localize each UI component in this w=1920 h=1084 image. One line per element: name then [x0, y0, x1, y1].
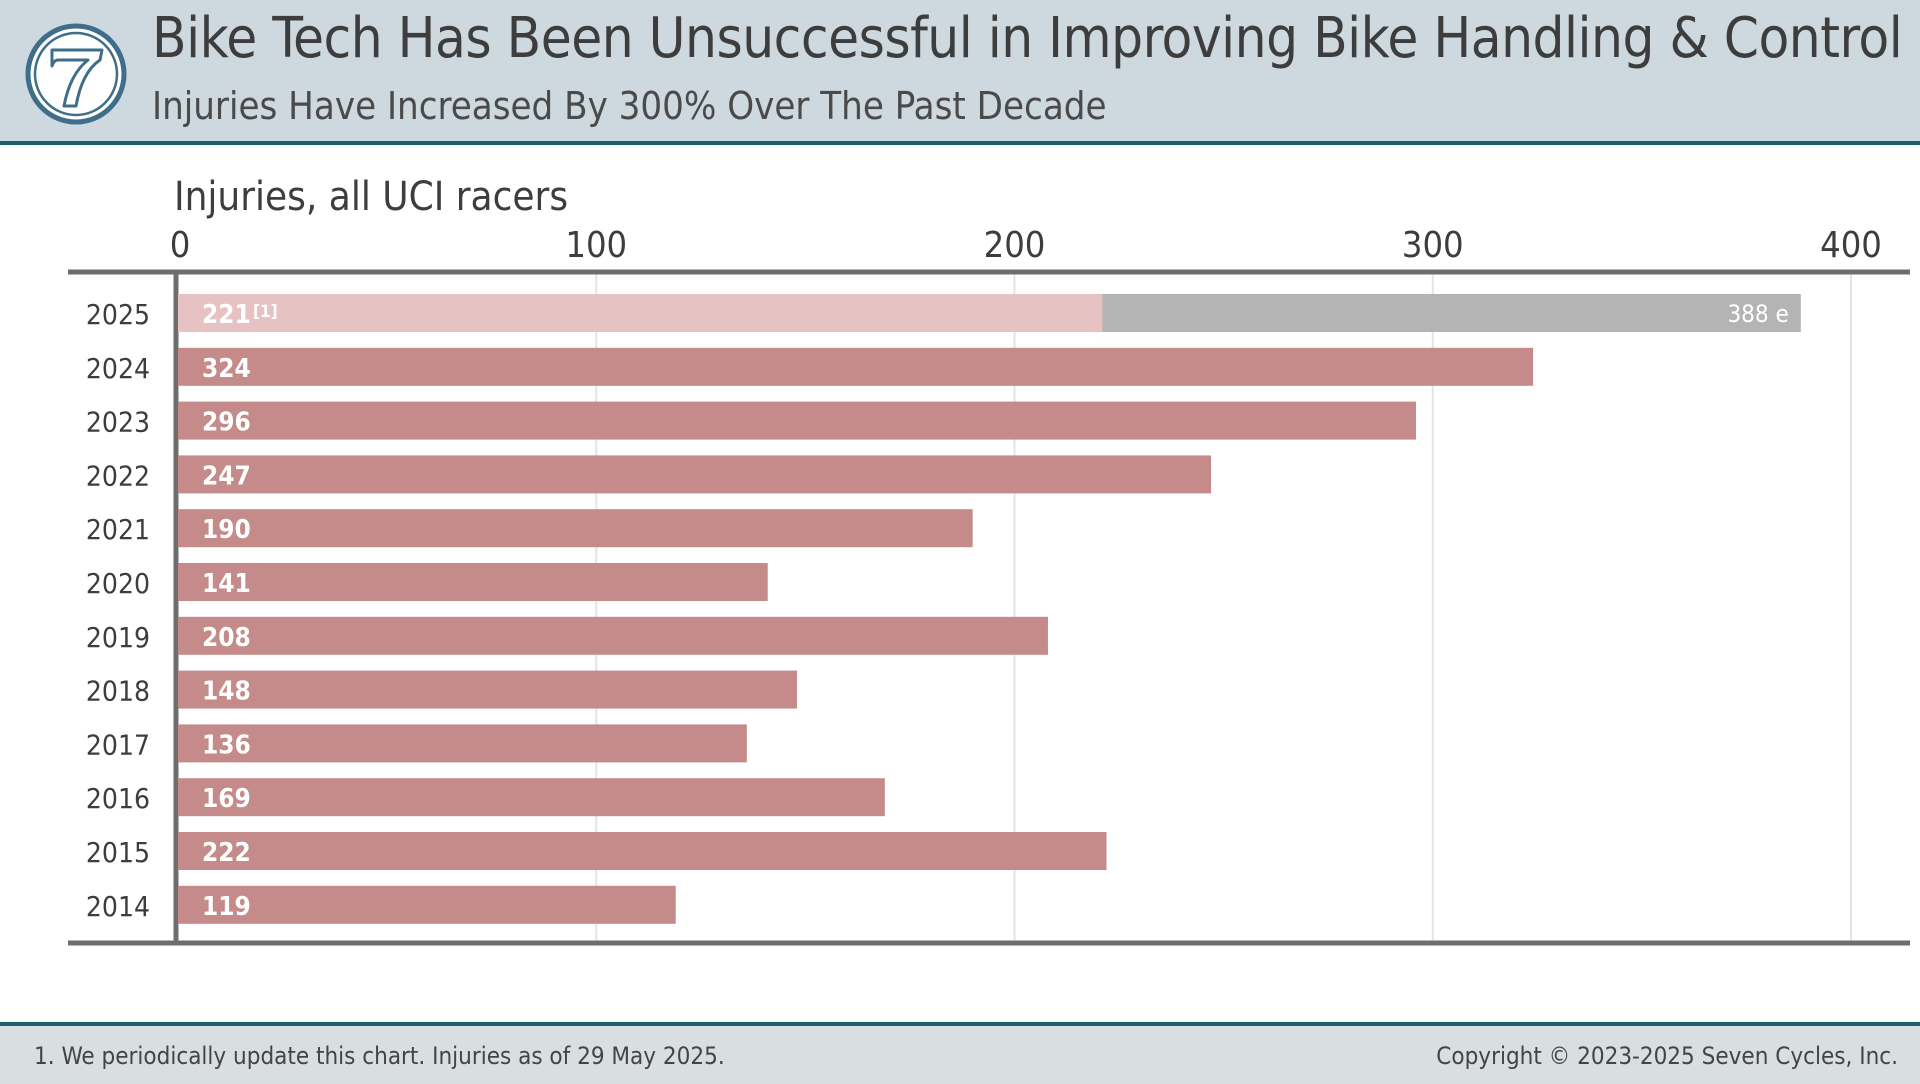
data-label: 141	[202, 569, 251, 599]
x-tick-label: 200	[983, 225, 1046, 266]
data-label: 190	[202, 515, 251, 545]
y-tick-label: 2014	[86, 890, 150, 923]
bar-2024	[178, 347, 1534, 386]
data-label: 221	[202, 300, 251, 330]
data-label: 247	[202, 461, 251, 491]
data-label: 208	[202, 623, 251, 653]
data-label: 169	[202, 784, 251, 814]
bar-2019	[178, 616, 1048, 655]
y-tick-label: 2015	[86, 836, 150, 869]
data-label: 324	[202, 354, 251, 384]
bar-2015	[178, 832, 1107, 870]
x-tick-label: 300	[1401, 225, 1464, 266]
page-subtitle: Injuries Have Increased By 300% Over The…	[152, 84, 1107, 128]
copyright: Copyright © 2023-2025 Seven Cycles, Inc.	[1436, 1042, 1898, 1070]
bar-2022	[178, 455, 1212, 494]
estimate-label: 388 e	[1727, 300, 1788, 328]
footnote: 1. We periodically update this chart. In…	[34, 1042, 725, 1070]
x-tick-label: 100	[565, 225, 628, 266]
y-tick-label: 2021	[86, 513, 150, 546]
bar-2017	[178, 724, 747, 763]
x-tick-label: 0	[169, 225, 191, 266]
bar-2021	[178, 509, 973, 548]
y-tick-label: 2023	[86, 406, 150, 439]
y-tick-label: 2016	[86, 782, 150, 815]
bar-2016	[178, 778, 885, 817]
y-tick-label: 2019	[86, 621, 150, 654]
bar-2018	[178, 670, 798, 709]
bar-2025	[178, 294, 1103, 332]
bar-2014	[178, 885, 676, 924]
x-axis-label: Injuries, all UCI racers	[174, 174, 569, 220]
bar-2020	[178, 563, 768, 601]
header: Bike Tech Has Been Unsuccessful in Impro…	[0, 0, 1920, 145]
footnote-marker: [1]	[253, 302, 278, 322]
bar-2023	[178, 401, 1417, 440]
data-label: 148	[202, 677, 251, 707]
seven-cycles-logo	[25, 23, 127, 125]
y-tick-label: 2022	[86, 459, 150, 492]
data-label: 296	[202, 408, 251, 438]
page-title: Bike Tech Has Been Unsuccessful in Impro…	[152, 6, 1903, 71]
data-label: 136	[202, 730, 251, 760]
x-tick-label: 400	[1820, 225, 1882, 266]
y-tick-label: 2020	[86, 567, 150, 600]
y-tick-label: 2018	[86, 675, 150, 708]
data-label: 119	[202, 892, 251, 922]
data-label: 222	[202, 838, 251, 868]
footer: 1. We periodically update this chart. In…	[0, 1022, 1920, 1084]
y-tick-label: 2017	[86, 728, 150, 761]
y-tick-label: 2025	[86, 298, 150, 331]
y-tick-label: 2024	[86, 352, 150, 385]
